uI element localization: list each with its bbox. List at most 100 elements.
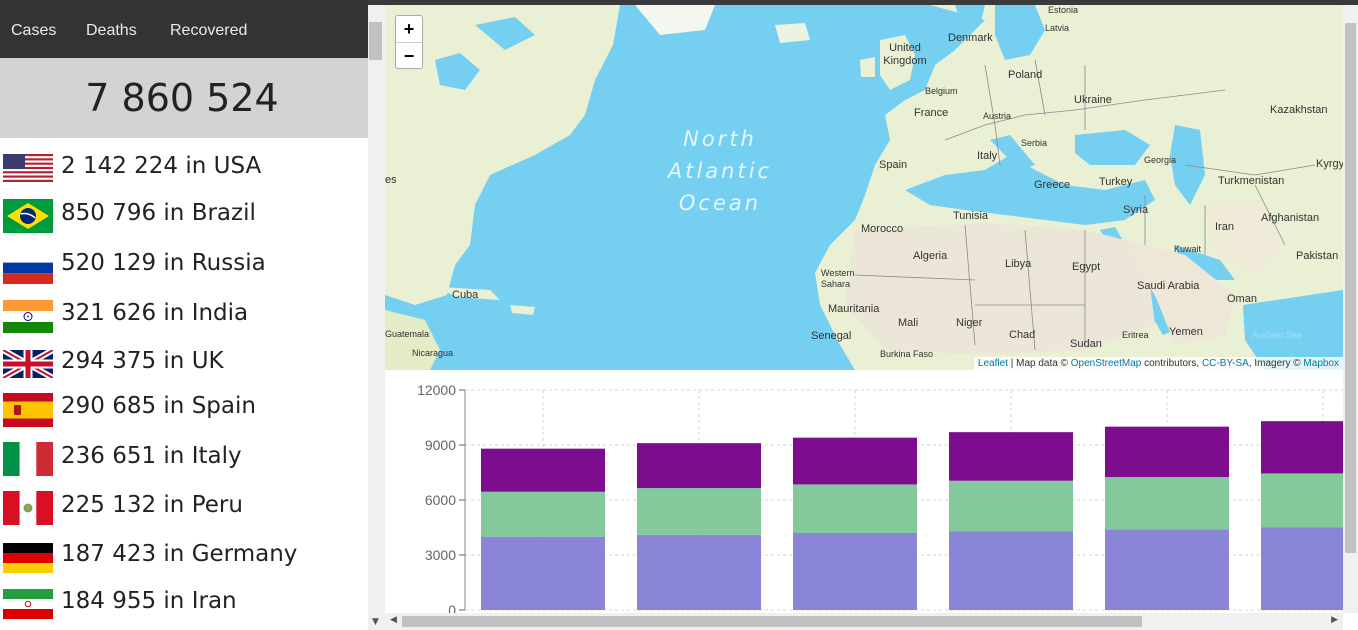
spain-flag bbox=[3, 393, 53, 427]
tab-recovered[interactable]: Recovered bbox=[170, 22, 248, 39]
total-count: 7 860 524 bbox=[85, 76, 279, 120]
right-panel-scrollbar[interactable] bbox=[1343, 5, 1358, 613]
india-flag bbox=[3, 300, 53, 333]
map-label: Georgia bbox=[1144, 155, 1177, 165]
tab-cases[interactable]: Cases bbox=[11, 22, 57, 39]
country-text: 520 129 in Russia bbox=[61, 250, 266, 276]
zoom-in-button[interactable]: + bbox=[403, 19, 415, 39]
bar-segment bbox=[481, 491, 605, 537]
license-link[interactable]: CC-BY-SA bbox=[1201, 358, 1249, 369]
map-label: Kazakhstan bbox=[1270, 104, 1328, 116]
russia-flag bbox=[3, 252, 53, 284]
country-row-italy[interactable]: 236 651 in Italy bbox=[0, 440, 368, 480]
country-row-germany[interactable]: 187 423 in Germany bbox=[0, 538, 368, 578]
country-row-iran[interactable]: 184 955 in Iran bbox=[0, 585, 368, 625]
bar-segment bbox=[1261, 527, 1343, 610]
country-text: 187 423 in Germany bbox=[61, 541, 298, 567]
country-row-peru[interactable]: 225 132 in Peru bbox=[0, 489, 368, 529]
country-row-brazil[interactable]: 850 796 in Brazil bbox=[0, 197, 368, 237]
map-label: Greece bbox=[1034, 179, 1071, 191]
map-label: Senegal bbox=[811, 330, 852, 342]
window-top-border bbox=[0, 0, 1358, 5]
leaflet-link[interactable]: Leaflet bbox=[977, 358, 1008, 369]
map-label: Denmark bbox=[948, 32, 993, 44]
openstreetmap-link[interactable]: OpenStreetMap bbox=[1070, 358, 1142, 369]
map-label: Libya bbox=[1005, 258, 1032, 270]
map-label: Egypt bbox=[1072, 261, 1101, 273]
zoom-control: + − bbox=[395, 15, 423, 69]
left-panel-scrollbar[interactable]: ▼ bbox=[368, 5, 385, 630]
map-label: Italy bbox=[977, 150, 998, 162]
map-label: Sudan bbox=[1070, 338, 1102, 350]
bar-segment bbox=[637, 488, 761, 535]
bar-segment bbox=[637, 534, 761, 610]
country-row-uk[interactable]: 294 375 in UK bbox=[0, 345, 368, 385]
map-label: Turkmenistan bbox=[1218, 175, 1285, 187]
ocean-label-line2: Atlantic bbox=[667, 159, 773, 183]
mapbox-link[interactable]: Mapbox bbox=[1303, 358, 1339, 369]
map-label: Yemen bbox=[1169, 326, 1203, 338]
horizontal-scrollbar[interactable]: ◀ ▶ bbox=[385, 613, 1343, 630]
bar-segment bbox=[949, 531, 1073, 610]
scrollbar-thumb[interactable] bbox=[1345, 23, 1356, 553]
y-tick-label: 6000 bbox=[425, 492, 456, 508]
country-text: 321 626 in India bbox=[61, 300, 249, 326]
scroll-left-arrow-icon[interactable]: ◀ bbox=[390, 615, 397, 625]
scroll-down-arrow-icon[interactable]: ▼ bbox=[372, 617, 379, 627]
map-label: Spain bbox=[879, 159, 908, 171]
scrollbar-thumb[interactable] bbox=[369, 22, 382, 60]
map-label: Morocco bbox=[861, 223, 904, 235]
map-label: es bbox=[385, 174, 397, 186]
map-label: United Kingdom bbox=[883, 42, 927, 67]
country-row-india[interactable]: 321 626 in India bbox=[0, 297, 368, 337]
scroll-right-arrow-icon[interactable]: ▶ bbox=[1331, 615, 1338, 625]
map-label: Iran bbox=[1215, 221, 1234, 233]
country-row-spain[interactable]: 290 685 in Spain bbox=[0, 390, 368, 430]
attribution-text: contributors, bbox=[1141, 358, 1202, 369]
left-panel: Cases Deaths Recovered 7 860 524 2 142 2… bbox=[0, 0, 368, 630]
map-label: Tunisia bbox=[953, 210, 989, 222]
map-label: Ukraine bbox=[1074, 94, 1112, 106]
country-text: 850 796 in Brazil bbox=[61, 200, 256, 226]
bar-segment bbox=[481, 536, 605, 610]
map-label: Pakistan bbox=[1296, 250, 1339, 262]
map-label: Oman bbox=[1227, 293, 1257, 305]
attribution-text: , Imagery © bbox=[1248, 358, 1304, 369]
ocean-label-line1: North bbox=[683, 127, 757, 151]
map-label: Kyrgyz bbox=[1316, 158, 1343, 170]
bar-segment bbox=[949, 480, 1073, 532]
us-flag bbox=[3, 154, 53, 182]
map-label: Algeria bbox=[913, 250, 948, 262]
peru-flag bbox=[3, 491, 53, 525]
map-label: Latvia bbox=[1045, 23, 1070, 33]
country-text: 184 955 in Iran bbox=[61, 588, 237, 614]
map-label: Guatemala bbox=[385, 329, 430, 339]
bar-segment bbox=[1105, 426, 1229, 478]
germany-flag bbox=[3, 543, 53, 573]
y-tick-label: 3000 bbox=[425, 547, 456, 563]
tab-bar: Cases Deaths Recovered bbox=[0, 0, 368, 58]
scrollbar-thumb[interactable] bbox=[402, 616, 1142, 627]
ocean-label: North Atlantic Ocean bbox=[640, 127, 800, 215]
map-label: Syria bbox=[1123, 204, 1149, 216]
map-label: Saudi Arabia bbox=[1137, 280, 1200, 292]
bar-segment bbox=[1261, 473, 1343, 528]
map-label: Cuba bbox=[452, 289, 479, 301]
country-row-usa[interactable]: 2 142 224 in USA bbox=[0, 150, 368, 190]
y-tick-label: 9000 bbox=[425, 437, 456, 453]
iran-flag bbox=[3, 589, 53, 619]
chart-svg: 12000 9000 6000 3000 0 bbox=[417, 382, 1343, 613]
map-label: Austria bbox=[983, 111, 1012, 121]
bar-segment bbox=[793, 533, 917, 610]
zoom-out-button[interactable]: − bbox=[396, 42, 422, 69]
map-label: Mauritania bbox=[828, 303, 880, 315]
tab-deaths[interactable]: Deaths bbox=[86, 22, 137, 39]
bar-segment bbox=[481, 448, 605, 492]
world-map[interactable]: + − North Atlantic Ocean Estonia Latvia … bbox=[385, 5, 1343, 370]
map-label: Mali bbox=[898, 317, 919, 329]
bar-segment bbox=[793, 437, 917, 485]
map-label: Eritrea bbox=[1122, 330, 1149, 340]
country-row-russia[interactable]: 520 129 in Russia bbox=[0, 247, 368, 287]
map-label: Niger bbox=[956, 317, 983, 329]
uk-flag bbox=[3, 350, 53, 378]
